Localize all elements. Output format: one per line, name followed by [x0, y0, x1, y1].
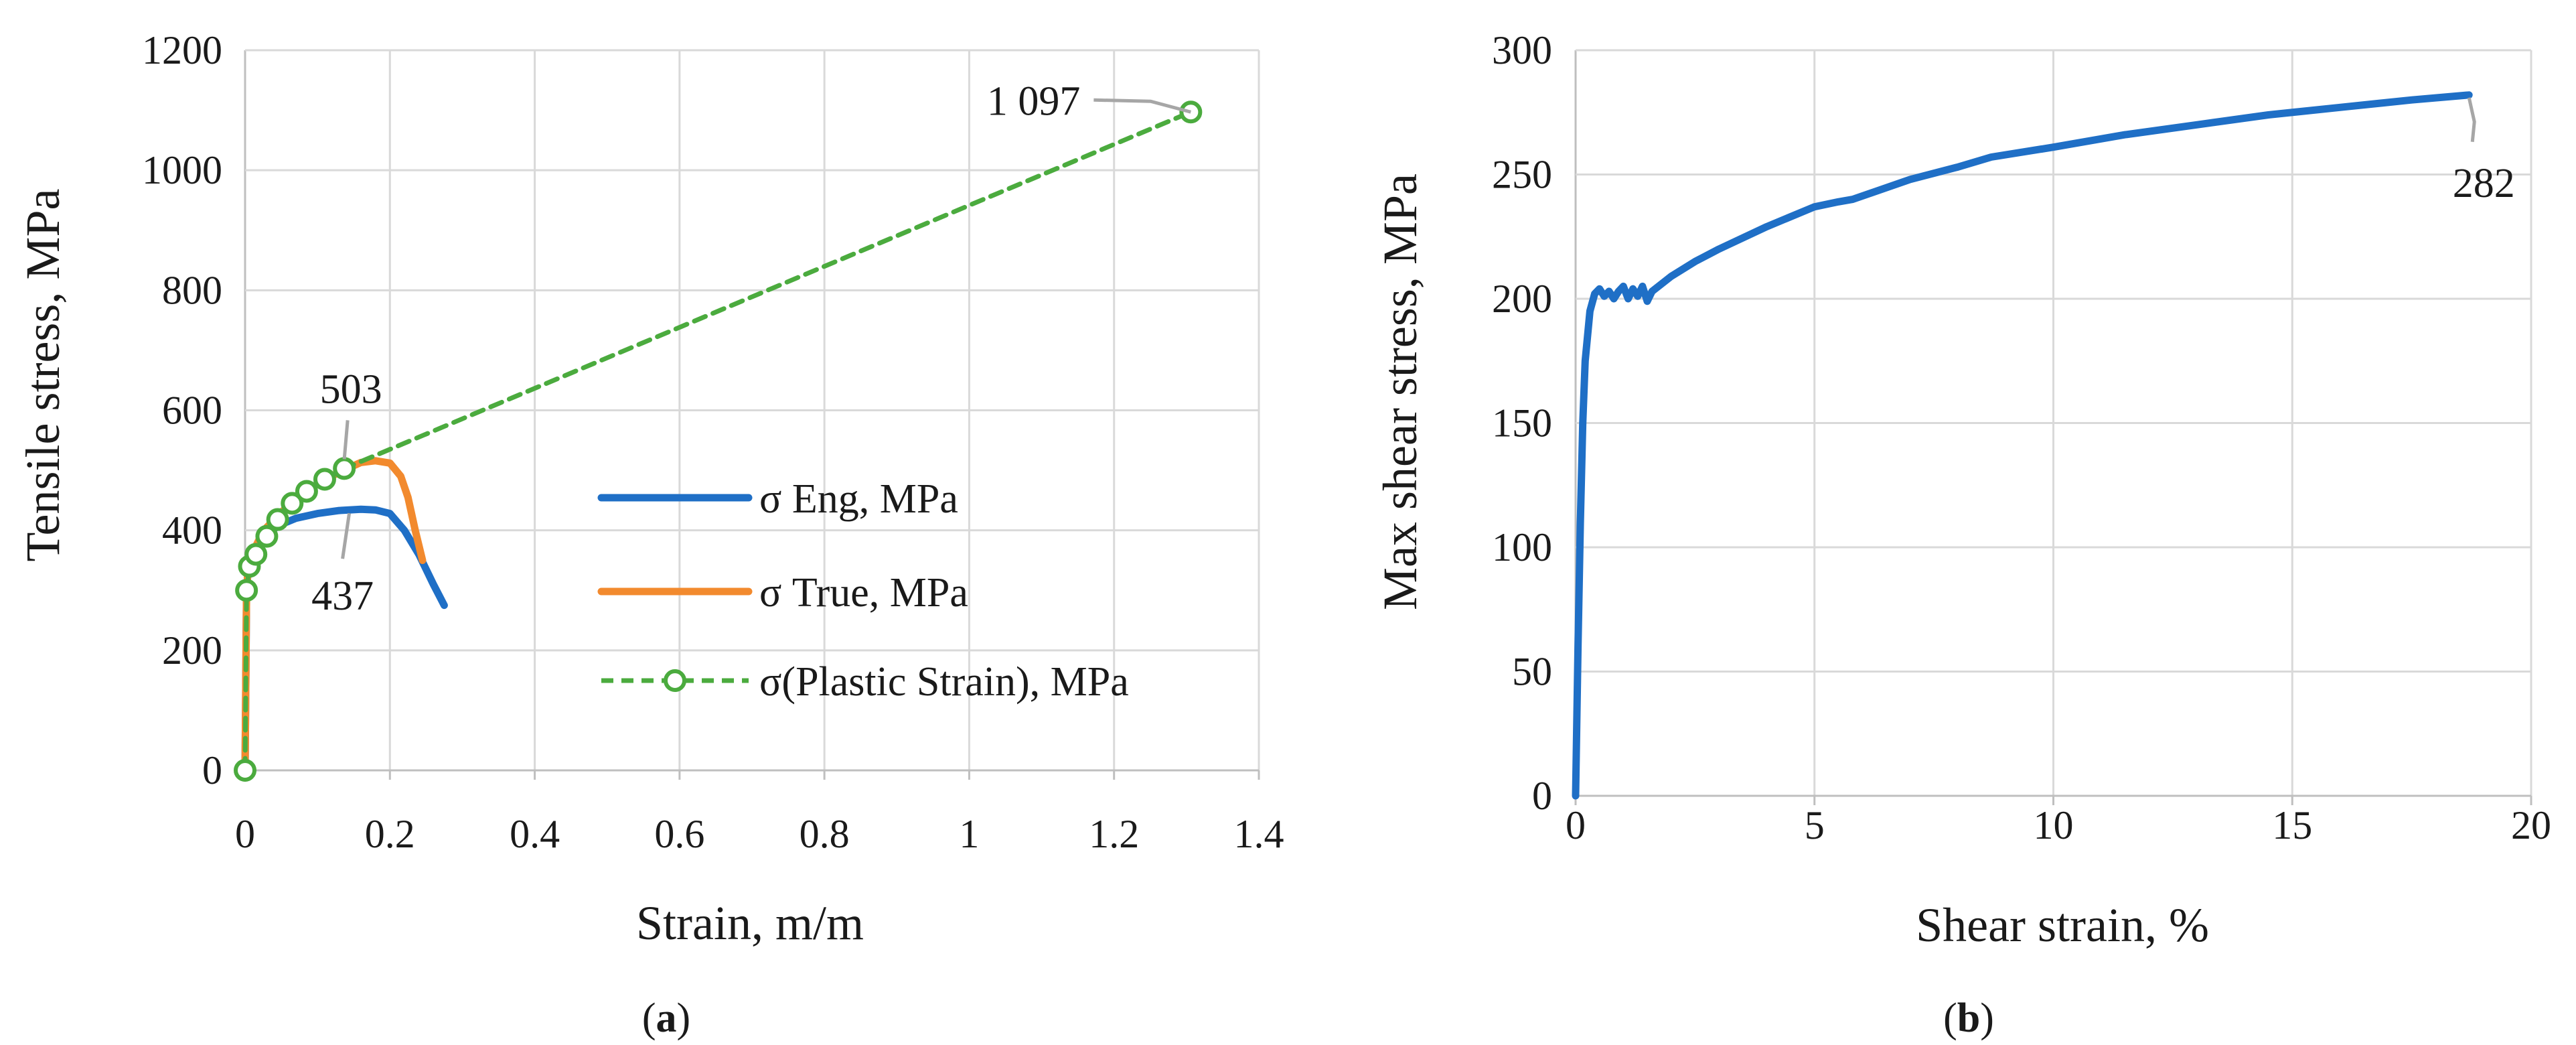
- chart-b-x-axis-label: Shear strain, %: [1916, 898, 2209, 952]
- legend-label-eng: σ Eng, MPa: [759, 476, 958, 522]
- chart-a-x-tick-label: 1.2: [1089, 812, 1139, 856]
- chart-a-x-tick-label: 0: [235, 812, 255, 856]
- chart-a-x-tick-label: 0.4: [510, 812, 560, 856]
- chart-a-data-label: 437: [311, 573, 374, 619]
- chart-a-caption: (a): [642, 995, 690, 1041]
- chart-b-annotations: 282: [2453, 97, 2515, 206]
- chart-a-y-tick-label: 1000: [142, 148, 222, 192]
- legend-item-true[interactable]: σ True, MPa: [597, 570, 968, 616]
- chart-b-y-tick-label: 50: [1512, 650, 1552, 694]
- chart-b-y-tick-label: 300: [1492, 28, 1552, 72]
- chart-a-data-label: 503: [320, 366, 382, 412]
- chart-b-y-tick-label: 200: [1492, 277, 1552, 321]
- chart-b-y-tick-label: 250: [1492, 153, 1552, 197]
- chart-a-x-tick-label: 0.8: [800, 812, 850, 856]
- chart-b-x-tick-label: 20: [2511, 803, 2551, 847]
- chart-a-x-axis-label: Strain, m/m: [636, 896, 864, 950]
- chart-a-data-label: 1 097: [987, 78, 1081, 124]
- chart-a-x-tick-label: 1: [959, 812, 979, 856]
- chart-a-point-marker: [234, 759, 256, 782]
- chart-a-y-tick-label: 600: [162, 389, 222, 433]
- chart-a-tick-labels: 0 0.2 0.4 0.6 0.8 1 1.2 1.4 0 200 400 600 800 1000 120…: [142, 28, 1284, 856]
- chart-a-y-tick-label: 800: [162, 268, 222, 312]
- chart-b-y-tick-label: 150: [1492, 401, 1552, 445]
- legend-item-plastic[interactable]: σ(Plastic Strain), MPa: [601, 659, 1129, 705]
- chart-b-series-line-0: [1572, 91, 2473, 800]
- chart-b-caption-letter: b: [1957, 995, 1980, 1041]
- chart-b-caption-close: ): [1980, 995, 1994, 1041]
- chart-a-x-tick-label: 1.4: [1234, 812, 1284, 856]
- chart-a-y-axis-label: Tensile stress, MPa: [16, 189, 70, 562]
- chart-a-leader-line: [1093, 98, 1191, 114]
- chart-b-x-tick-label: 5: [1805, 803, 1825, 847]
- chart-b-x-tick-label: 15: [2272, 803, 2312, 847]
- chart-a-point-marker: [255, 525, 279, 548]
- chart-b-gridlines: [1574, 49, 2532, 805]
- legend-item-eng[interactable]: σ Eng, MPa: [597, 476, 958, 522]
- chart-a-point-marker: [235, 579, 258, 602]
- chart-a-caption-letter: a: [656, 995, 677, 1041]
- chart-a-y-tick-label: 200: [162, 628, 222, 673]
- chart-b-series: [1572, 91, 2473, 800]
- chart-a-x-tick-label: 0.6: [654, 812, 704, 856]
- chart-a-point-marker: [295, 480, 318, 503]
- chart-a-leader-line: [341, 512, 352, 559]
- chart-a-y-tick-label: 0: [202, 748, 222, 792]
- chart-b-y-tick-label: 0: [1532, 774, 1552, 818]
- chart-b-x-tick-label: 0: [1566, 803, 1586, 847]
- chart-b-y-tick-label: 100: [1492, 525, 1552, 569]
- chart-a-caption-close: ): [677, 995, 691, 1041]
- legend-label-plastic: σ(Plastic Strain), MPa: [759, 659, 1129, 705]
- chart-b-caption: (b): [1943, 995, 1994, 1041]
- chart-a-y-tick-label: 400: [162, 508, 222, 553]
- chart-a-series: [234, 100, 1203, 782]
- chart-b-caption-open: (: [1943, 995, 1957, 1041]
- chart-a: 0 0.2 0.4 0.6 0.8 1 1.2 1.4 0 200 400 600 800 1000 120…: [16, 28, 1284, 1041]
- chart-a-point-marker: [313, 468, 336, 491]
- chart-b-data-label: 282: [2453, 161, 2515, 206]
- legend-marker-plastic: [664, 669, 686, 692]
- chart-a-caption-open: (: [642, 995, 656, 1041]
- chart-b-leader-line: [2467, 97, 2476, 143]
- chart-a-annotations: 1 097 503 437: [311, 78, 1191, 619]
- chart-a-point-marker: [281, 492, 304, 515]
- chart-b-y-axis-label: Max shear stress, MPa: [1373, 173, 1427, 610]
- chart-b-x-tick-label: 10: [2034, 803, 2074, 847]
- chart-a-leader-line: [342, 420, 350, 460]
- chart-a-legend: σ Eng, MPa σ True, MPa σ(Plastic Strain)…: [597, 476, 1129, 705]
- chart-a-point-marker: [266, 508, 289, 531]
- chart-a-point-marker: [244, 543, 268, 566]
- chart-a-y-tick-label: 1200: [142, 28, 222, 72]
- legend-label-true: σ True, MPa: [759, 570, 968, 616]
- chart-a-x-tick-label: 0.2: [365, 812, 415, 856]
- chart-a-point-marker: [333, 457, 356, 480]
